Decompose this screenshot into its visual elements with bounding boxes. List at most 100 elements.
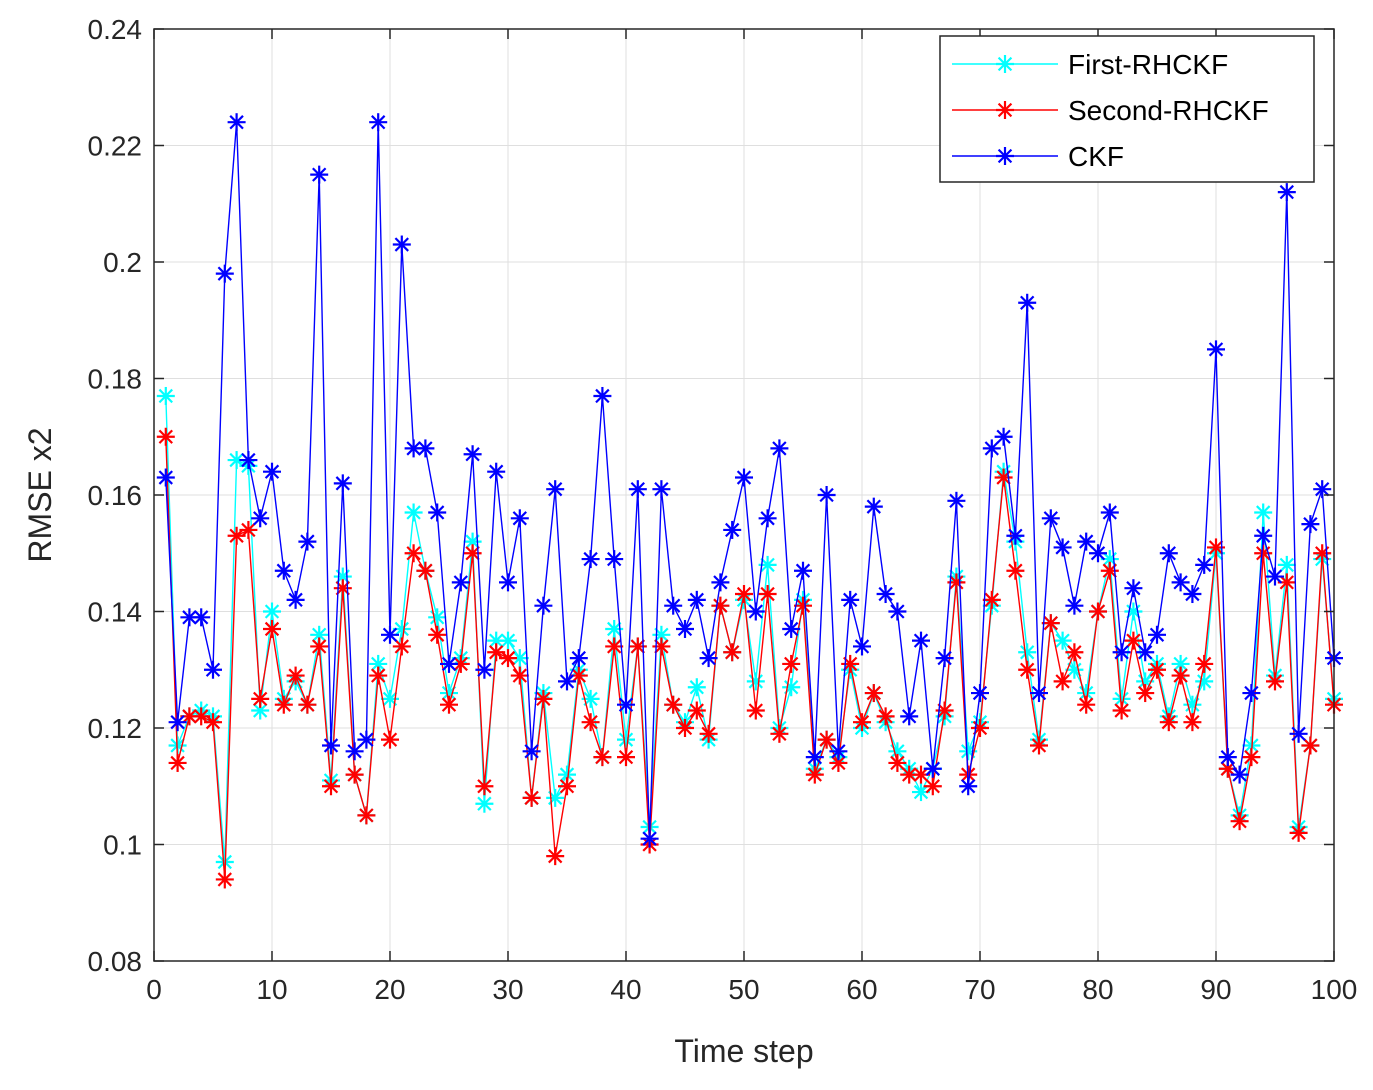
marker-stroke	[170, 755, 185, 771]
data-point-first-rhckf	[687, 678, 706, 697]
marker-stroke	[937, 650, 952, 666]
data-point-first-rhckf	[1018, 643, 1037, 662]
data-point-second-rhckf	[298, 695, 317, 714]
marker-stroke	[453, 575, 468, 590]
data-point-ckf	[687, 590, 706, 609]
marker-stroke	[229, 452, 244, 468]
marker-stroke	[1079, 534, 1094, 549]
data-point-ckf	[310, 165, 329, 184]
marker-stroke	[1149, 627, 1165, 642]
data-point-second-rhckf	[251, 689, 270, 708]
marker-stroke	[760, 557, 775, 573]
data-point-ckf	[746, 602, 765, 621]
data-point-ckf	[912, 631, 930, 650]
y-tick-label: 0.08	[88, 946, 143, 977]
data-point-ckf	[156, 468, 175, 487]
data-point-ckf	[1266, 567, 1284, 586]
marker-stroke	[583, 551, 598, 567]
marker-stroke	[312, 627, 327, 642]
marker-stroke	[512, 668, 527, 683]
marker-stroke	[1067, 598, 1082, 613]
x-tick-label: 60	[846, 974, 877, 1005]
marker-stroke	[595, 749, 610, 765]
data-point-second-rhckf	[605, 637, 624, 656]
marker-stroke	[866, 499, 881, 514]
data-point-second-rhckf	[263, 619, 281, 638]
marker-stroke	[430, 627, 445, 642]
marker-stroke	[1020, 662, 1035, 677]
data-point-second-rhckf	[581, 713, 600, 732]
data-point-ckf	[369, 113, 388, 132]
data-point-second-rhckf	[593, 748, 612, 767]
marker-stroke	[394, 621, 409, 637]
marker-stroke	[500, 575, 516, 590]
marker-stroke	[890, 604, 905, 619]
data-point-ckf	[227, 113, 246, 132]
marker-stroke	[205, 662, 221, 677]
marker-stroke	[1149, 662, 1165, 677]
data-point-second-rhckf	[746, 701, 765, 720]
data-point-ckf	[794, 561, 812, 580]
marker-stroke	[760, 511, 775, 526]
data-point-ckf	[1148, 625, 1166, 644]
data-point-second-rhckf	[381, 730, 399, 749]
axis-ticks: 0 10 20 30 40 50 60 70 80 90 100 0.08 0.1 0.12 0.14 0.1…	[88, 14, 1358, 1005]
marker-stroke	[524, 744, 539, 759]
data-point-ckf	[1171, 573, 1190, 592]
data-point-second-rhckf	[1230, 812, 1249, 831]
data-point-second-rhckf	[1065, 643, 1084, 662]
marker-stroke	[1197, 557, 1212, 573]
data-point-second-rhckf	[1183, 713, 1202, 732]
marker-stroke	[607, 639, 622, 654]
data-point-ckf	[322, 736, 340, 755]
data-point-second-rhckf	[1136, 684, 1155, 703]
y-tick-label: 0.16	[88, 480, 143, 511]
data-point-first-rhckf	[499, 631, 517, 650]
data-point-ckf	[841, 590, 860, 609]
data-point-ckf	[1053, 538, 1072, 557]
marker-stroke	[1126, 604, 1141, 619]
marker-stroke	[748, 674, 763, 689]
marker-stroke	[194, 610, 209, 625]
data-point-second-rhckf	[428, 625, 447, 644]
x-tick-label: 40	[610, 974, 641, 1005]
marker-stroke	[430, 505, 445, 520]
data-point-second-rhckf	[699, 724, 718, 743]
marker-stroke	[866, 685, 881, 701]
marker-stroke	[217, 266, 232, 281]
data-point-second-rhckf	[982, 590, 1001, 609]
marker-stroke	[264, 464, 280, 479]
data-point-ckf	[758, 509, 777, 528]
marker-stroke	[548, 848, 563, 864]
data-point-ckf	[1254, 526, 1273, 545]
marker-stroke	[1220, 749, 1235, 765]
data-point-ckf	[581, 550, 600, 569]
data-point-ckf	[1301, 515, 1320, 534]
marker-stroke	[654, 481, 669, 497]
data-point-second-rhckf	[971, 719, 989, 737]
marker-stroke	[843, 592, 858, 608]
marker-stroke	[748, 604, 763, 619]
data-point-second-rhckf	[156, 427, 175, 446]
marker-stroke	[1008, 563, 1023, 578]
data-point-second-rhckf	[1313, 544, 1332, 563]
marker-stroke	[618, 697, 634, 712]
y-tick-label: 0.18	[88, 364, 143, 395]
marker-stroke	[406, 441, 421, 456]
marker-stroke	[913, 767, 929, 782]
marker-stroke	[1020, 645, 1035, 660]
data-point-first-rhckf	[1195, 672, 1214, 691]
marker-stroke	[1279, 557, 1294, 573]
y-axis-label: RMSE x2	[22, 427, 58, 562]
data-point-ckf	[522, 742, 541, 761]
marker-stroke	[300, 534, 315, 549]
marker-stroke	[1208, 342, 1224, 357]
marker-stroke	[725, 522, 740, 538]
legend-label-ckf: CKF	[1068, 141, 1124, 172]
y-tick-label: 0.22	[88, 131, 143, 162]
marker-stroke	[854, 714, 870, 730]
data-point-ckf	[1041, 509, 1060, 528]
data-point-ckf	[923, 759, 942, 778]
data-point-first-rhckf	[617, 730, 635, 749]
marker-stroke	[406, 505, 421, 520]
